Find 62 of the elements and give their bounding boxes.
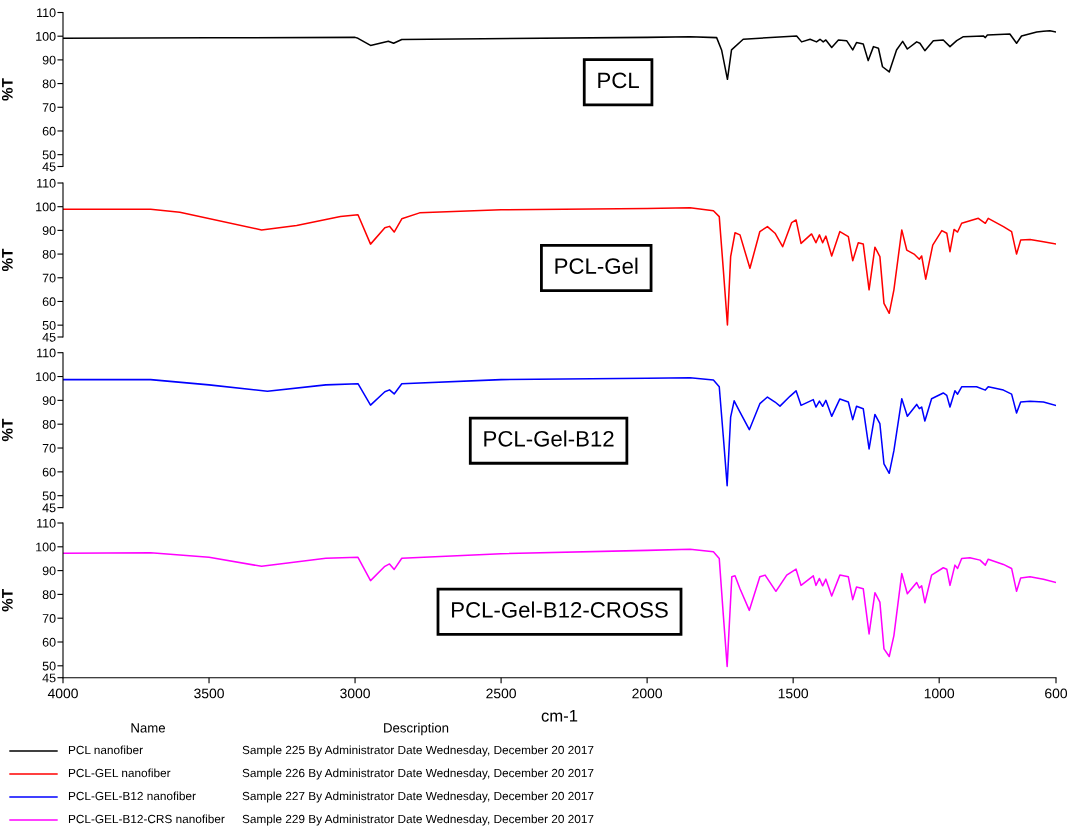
legend-label: PCL-GEL-B12-CRS nanofiber [68, 814, 225, 824]
line-series [63, 376, 1056, 487]
x-tick-label: 4000 [47, 688, 78, 699]
y-axis-title: %T [1, 248, 13, 272]
y-tick-label: 60 [42, 297, 56, 307]
y-tick-label: 80 [42, 590, 56, 600]
y-tick-label: 50 [42, 150, 56, 160]
annotation: PCL [598, 72, 639, 89]
annotation: PCL-Gel-B12 [484, 430, 614, 447]
x-axis-title: cm-1 [541, 710, 578, 722]
y-tick-label: 110 [37, 348, 56, 358]
y-tick-label: 90 [42, 55, 56, 65]
y-tick-label: 60 [42, 637, 56, 647]
y-tick-label: 100 [36, 31, 56, 41]
y-tick-label: 100 [36, 542, 56, 552]
y-tick-label: 100 [36, 202, 56, 212]
y-tick-label: 70 [42, 273, 56, 283]
x-tick-label: 600 [1045, 688, 1068, 699]
y-tick-label: 90 [42, 226, 56, 236]
y-tick-label: 80 [42, 79, 56, 89]
x-tick-label: 2500 [486, 688, 516, 699]
x-tick-label: 1500 [778, 688, 809, 699]
annotation: PCL-Gel-B12-CROSS [452, 601, 668, 618]
text: Sample 227 By Administrator Date Wednesday, December 20 2017 [242, 791, 594, 803]
y-tick-label: 90 [42, 566, 56, 576]
text: Name [131, 723, 166, 733]
y-tick-label: 80 [42, 249, 56, 259]
y-tick-label: 70 [42, 103, 56, 112]
y-tick-label: 45 [42, 673, 56, 683]
text: Sample 225 By Administrator Date Wednesday, December 20 2017 [242, 745, 594, 757]
y-tick-label: 50 [42, 491, 56, 501]
text: Sample 226 By Administrator Date Wednesday, December 20 2017 [242, 768, 594, 780]
y-axis-title: %T [1, 418, 13, 442]
y-tick-label: 110 [37, 178, 56, 188]
y-tick-label: 60 [42, 467, 56, 477]
legend-label: PCL nanofiber [68, 745, 143, 755]
y-tick-label: 110 [37, 518, 56, 528]
y-tick-label: 45 [42, 162, 56, 172]
y-tick-label: 45 [42, 332, 56, 342]
y-tick-label: 100 [36, 372, 56, 382]
text: Sample 229 By Administrator Date Wednesday, December 20 2017 [242, 814, 594, 826]
y-tick-label: 50 [42, 661, 56, 671]
legend-label: PCL-GEL-B12 nanofiber [68, 791, 196, 801]
y-tick-label: 90 [42, 396, 56, 406]
annotation: PCL-Gel [555, 257, 638, 274]
x-tick-label: 3000 [340, 688, 370, 699]
y-tick-label: 60 [42, 126, 56, 136]
legend-label: PCL-GEL nanofiber [68, 768, 171, 778]
x-tick-label: 3500 [194, 688, 224, 699]
y-axis-title: %T [1, 78, 13, 101]
line-series [63, 548, 1056, 668]
y-tick-label: 80 [42, 419, 56, 429]
y-tick-label: 70 [42, 443, 56, 453]
x-tick-label: 2000 [632, 688, 663, 699]
y-tick-label: 110 [37, 8, 56, 18]
x-tick-label: 1000 [924, 688, 955, 699]
y-tick-label: 70 [42, 614, 56, 623]
y-tick-label: 45 [42, 503, 56, 513]
y-tick-label: 50 [42, 320, 56, 330]
text: Description [384, 722, 449, 736]
line-series [63, 206, 1056, 326]
y-axis-title: %T [1, 589, 13, 612]
